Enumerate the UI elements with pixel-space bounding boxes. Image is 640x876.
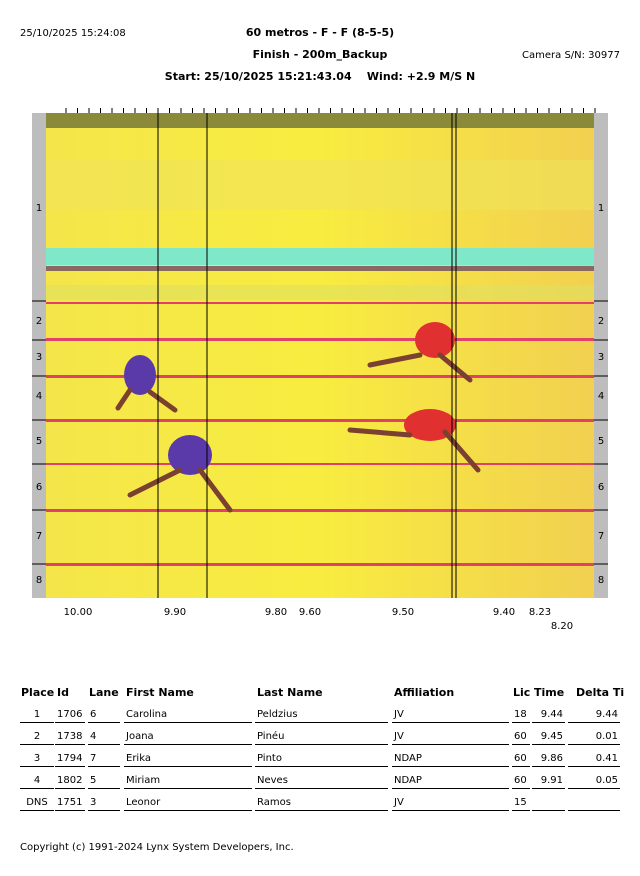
timestamp: 25/10/2025 15:24:08 xyxy=(20,28,126,39)
lane-label: 8 xyxy=(35,575,43,586)
table-cell: 60 xyxy=(512,775,530,789)
lane-label: 7 xyxy=(597,531,605,542)
lane-label: 3 xyxy=(35,352,43,363)
table-cell: Joana xyxy=(124,731,252,745)
column-header: First Name xyxy=(126,686,194,699)
table-cell: Peldzius xyxy=(255,709,388,723)
table-cell: NDAP xyxy=(392,753,509,767)
table-cell: JV xyxy=(392,731,509,745)
lane-label: 5 xyxy=(597,436,605,447)
table-cell: Leonor xyxy=(124,797,252,811)
lane-label: 1 xyxy=(597,203,605,214)
table-cell: 7 xyxy=(88,753,120,767)
table-cell: 15 xyxy=(512,797,530,811)
title: 60 metros - F - F (8-5-5) xyxy=(245,26,395,39)
table-cell: 1738 xyxy=(55,731,85,745)
table-cell: 9.44 xyxy=(568,709,620,723)
time-label: 9.80 xyxy=(264,607,288,618)
table-cell-blank xyxy=(532,797,565,811)
table-cell: 9.45 xyxy=(532,731,565,745)
finish-photo xyxy=(32,108,608,598)
table-cell: 1751 xyxy=(55,797,85,811)
lane-label: 7 xyxy=(35,531,43,542)
column-header: Affiliation xyxy=(394,686,455,699)
table-cell: 0.41 xyxy=(568,753,620,767)
table-cell: 2 xyxy=(20,731,54,745)
lane-label: 2 xyxy=(597,316,605,327)
table-cell: 9.86 xyxy=(532,753,565,767)
table-cell: Miriam xyxy=(124,775,252,789)
table-cell: 4 xyxy=(20,775,54,789)
table-cell-blank xyxy=(568,797,620,811)
table-cell: 4 xyxy=(88,731,120,745)
table-cell: Pinto xyxy=(255,753,388,767)
table-cell: 3 xyxy=(88,797,120,811)
table-cell: 3 xyxy=(20,753,54,767)
time-label: 8.20 xyxy=(550,621,574,632)
table-cell: Carolina xyxy=(124,709,252,723)
column-header: Place xyxy=(21,686,55,699)
column-header: Id xyxy=(57,686,69,699)
table-cell: 6 xyxy=(88,709,120,723)
table-cell: 1706 xyxy=(55,709,85,723)
column-header: Time xyxy=(534,686,565,699)
table-cell: 60 xyxy=(512,753,530,767)
table-cell: 1 xyxy=(20,709,54,723)
table-cell: 0.05 xyxy=(568,775,620,789)
lane-label: 6 xyxy=(597,482,605,493)
time-label: 9.90 xyxy=(163,607,187,618)
time-label: 9.60 xyxy=(298,607,322,618)
start-info: Start: 25/10/2025 15:21:43.04 Wind: +2.9… xyxy=(164,70,476,83)
camera: Camera S/N: 30977 xyxy=(522,50,620,61)
table-cell: 60 xyxy=(512,731,530,745)
table-cell: JV xyxy=(392,709,509,723)
lane-label: 8 xyxy=(597,575,605,586)
column-header: Last Name xyxy=(257,686,323,699)
column-header: Lane xyxy=(89,686,119,699)
table-cell: 18 xyxy=(512,709,530,723)
lane-label: 5 xyxy=(35,436,43,447)
time-label: 10.00 xyxy=(63,607,93,618)
table-cell: 9.91 xyxy=(532,775,565,789)
table-cell: DNS xyxy=(20,797,54,811)
table-cell: Erika xyxy=(124,753,252,767)
lane-label: 1 xyxy=(35,203,43,214)
lane-label: 4 xyxy=(35,391,43,402)
time-label: 8.23 xyxy=(528,607,552,618)
time-label: 9.50 xyxy=(391,607,415,618)
column-header: Lic xyxy=(513,686,531,699)
column-header: Delta Ti xyxy=(576,686,625,699)
lane-label: 2 xyxy=(35,316,43,327)
table-cell: JV xyxy=(392,797,509,811)
table-cell: 5 xyxy=(88,775,120,789)
table-cell: 1802 xyxy=(55,775,85,789)
copyright: Copyright (c) 1991-2024 Lynx System Deve… xyxy=(20,842,294,853)
table-cell: Neves xyxy=(255,775,388,789)
table-cell: 9.44 xyxy=(532,709,565,723)
lane-label: 6 xyxy=(35,482,43,493)
table-cell: 0.01 xyxy=(568,731,620,745)
subtitle: Finish - 200m_Backup xyxy=(252,48,388,61)
table-cell: 1794 xyxy=(55,753,85,767)
lane-label: 4 xyxy=(597,391,605,402)
lane-label: 3 xyxy=(597,352,605,363)
table-cell: Pinéu xyxy=(255,731,388,745)
time-label: 9.40 xyxy=(492,607,516,618)
table-cell: NDAP xyxy=(392,775,509,789)
table-cell: Ramos xyxy=(255,797,388,811)
